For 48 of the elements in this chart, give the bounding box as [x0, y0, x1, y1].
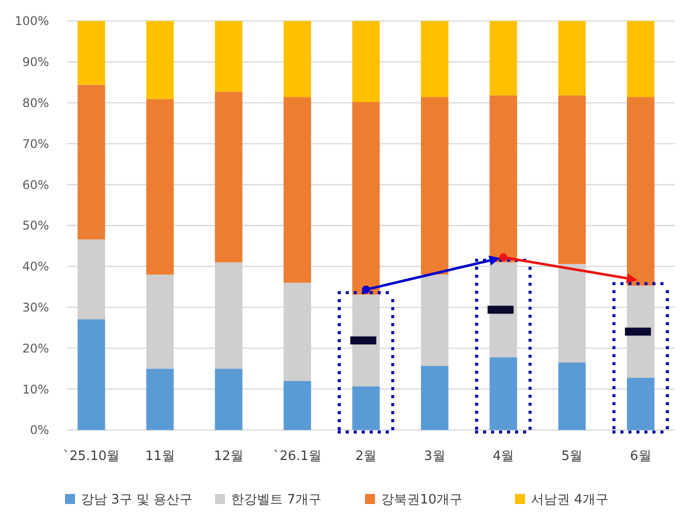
- x-tick-label: 4월: [492, 449, 514, 464]
- legend-label: 한강벨트 7개구: [231, 492, 322, 508]
- legend-label: 서남권 4개구: [531, 492, 608, 508]
- bar: [146, 99, 174, 275]
- x-tick-label: 6월: [630, 449, 652, 464]
- legend-label: 강남 3구 및 용산구: [81, 492, 193, 508]
- bar: [558, 21, 586, 96]
- bar: [352, 386, 380, 430]
- y-tick-label: 0%: [30, 423, 49, 438]
- bar: [214, 92, 242, 262]
- x-tick-label: `25.10월: [62, 449, 120, 464]
- bar: [558, 362, 586, 430]
- bar: [78, 84, 106, 240]
- bar: [352, 21, 380, 102]
- bar: [284, 380, 312, 430]
- legend-label: 강북권10개구: [381, 492, 463, 508]
- x-tick-label: 5월: [561, 449, 583, 464]
- bar: [284, 21, 312, 98]
- bar: [284, 97, 312, 283]
- bar: [558, 95, 586, 264]
- x-tick-label: `26.1월: [273, 449, 322, 464]
- bar: [214, 368, 242, 430]
- bar: [420, 366, 448, 430]
- y-tick-label: 70%: [22, 136, 49, 151]
- y-tick-label: 50%: [22, 218, 49, 233]
- y-tick-label: 60%: [22, 178, 49, 192]
- bar: [626, 378, 654, 430]
- bar: [420, 97, 448, 275]
- y-tick-label: 100%: [14, 14, 49, 28]
- bar: [626, 21, 654, 98]
- x-tick-label: 3월: [424, 449, 446, 464]
- y-tick-label: 30%: [22, 300, 49, 314]
- y-tick-label: 90%: [22, 55, 49, 70]
- bar: [490, 357, 518, 430]
- y-tick-label: 40%: [22, 260, 49, 274]
- bar: [78, 319, 106, 430]
- x-tick-label: 11월: [145, 449, 175, 464]
- y-tick-label: 80%: [22, 96, 49, 110]
- y-tick-label: 10%: [22, 382, 49, 396]
- y-tick-label: 20%: [22, 341, 49, 356]
- bar: [146, 21, 174, 100]
- bar: [420, 21, 448, 98]
- bar: [490, 21, 518, 96]
- x-tick-label: 2월: [355, 449, 377, 464]
- bar: [214, 21, 242, 92]
- bar: [146, 368, 174, 430]
- bar: [78, 21, 106, 85]
- x-tick-label: 12월: [214, 449, 244, 464]
